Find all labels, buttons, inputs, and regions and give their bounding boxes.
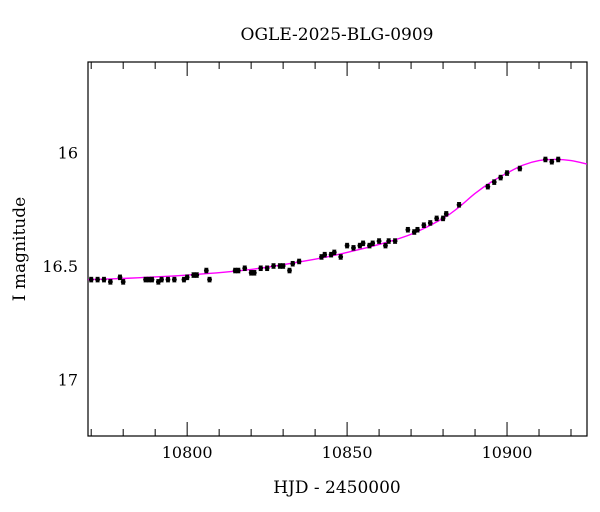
data-point [386,238,392,244]
data-point [88,277,94,282]
data-point [264,265,270,271]
data-point [485,184,491,190]
data-point [242,265,248,271]
x-tick-label: 10900 [482,443,533,462]
data-point [405,227,411,233]
data-point [290,261,296,267]
data-point [383,243,388,249]
data-point [421,222,427,228]
data-point [504,170,510,176]
data-point [344,243,350,249]
data-point [296,259,302,264]
data-point [171,277,177,282]
data-point [392,238,398,244]
data-point [235,268,241,273]
data-point [376,238,382,244]
y-axis-label: I magnitude [10,197,30,301]
data-point [498,175,504,181]
data-point [251,270,257,276]
data-point [440,216,446,221]
data-point [351,245,356,251]
x-tick-label: 10800 [162,443,213,462]
data-point [549,159,555,165]
axis-ticks [90,62,572,436]
data-point [120,279,126,285]
data-point [434,216,440,221]
data-point [338,254,344,260]
data-point [101,277,107,282]
data-point [258,265,264,271]
data-point [159,277,164,282]
data-point [207,277,212,282]
data-point [370,240,376,246]
data-point [271,263,276,269]
x-axis-label: HJD - 2450000 [273,478,401,498]
data-point [360,240,366,246]
data-point [194,272,200,278]
model-curve [87,158,588,281]
data-point [149,277,155,282]
data-point [517,166,523,171]
y-tick-label: 17 [58,370,78,389]
data-point [184,274,190,280]
data-point [331,250,337,255]
data-point [456,202,462,208]
data-point [203,268,209,273]
tick-labels: 10800 10850 10900 16 16.5 17 [42,144,532,462]
data-point [427,220,433,226]
x-tick-label: 10850 [322,443,373,462]
data-point [117,274,123,280]
data-point [555,157,561,162]
data-points [88,156,561,285]
data-point [287,268,292,273]
chart-title: OGLE-2025-BLG-0909 [241,25,434,45]
data-point [322,252,328,258]
data-point [491,179,497,185]
plot-frame [87,61,588,437]
y-tick-label: 16 [58,144,78,163]
data-point [165,277,171,282]
data-point [415,227,420,233]
y-tick-label: 16.5 [42,257,78,276]
data-point [280,263,286,269]
data-point [107,279,113,285]
data-point [95,277,100,282]
data-point [543,157,548,162]
data-point [443,211,449,217]
